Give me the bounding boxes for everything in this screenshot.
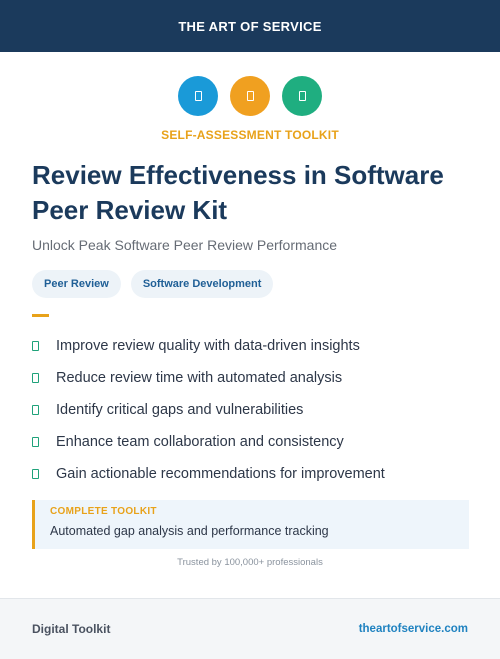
toolkit-callout: COMPLETE TOOLKIT Automated gap analysis … — [32, 500, 469, 549]
accent-divider — [32, 314, 49, 317]
tag-software-development[interactable]: Software Development — [130, 270, 274, 298]
icon-row — [0, 76, 500, 116]
tag-peer-review[interactable]: Peer Review — [32, 270, 121, 298]
benefit-list: Improve review quality with data-driven … — [32, 330, 385, 490]
green-circle-icon — [282, 76, 322, 116]
benefit-text: Identify critical gaps and vulnerabiliti… — [56, 402, 304, 418]
toolkit-label: SELF-ASSESSMENT TOOLKIT — [161, 128, 339, 142]
document-icon — [298, 91, 306, 101]
check-icon — [32, 437, 39, 447]
page-subtitle: Unlock Peak Software Peer Review Perform… — [32, 237, 338, 253]
benefit-text: Enhance team collaboration and consisten… — [56, 434, 344, 450]
orange-circle-icon — [230, 76, 270, 116]
check-icon — [32, 469, 39, 479]
benefit-text: Gain actionable recommendations for impr… — [56, 466, 385, 482]
benefit-text: Reduce review time with automated analys… — [56, 370, 343, 386]
header-bar: THE ART OF SERVICE — [0, 0, 500, 52]
check-icon — [32, 341, 39, 351]
blue-circle-icon — [178, 76, 218, 116]
tag-list: Peer Review Software Development — [32, 270, 274, 298]
footer: Digital Toolkit theartofservice.com — [0, 598, 500, 659]
callout-description: Automated gap analysis and performance t… — [50, 524, 329, 538]
document-icon — [246, 91, 254, 101]
benefit-item: Improve review quality with data-driven … — [32, 330, 385, 362]
benefit-item: Gain actionable recommendations for impr… — [32, 458, 385, 490]
website-link[interactable]: theartofservice.com — [358, 623, 468, 635]
benefit-item: Enhance team collaboration and consisten… — [32, 426, 385, 458]
footer-label: Digital Toolkit — [32, 622, 111, 636]
document-icon — [194, 91, 202, 101]
callout-label: COMPLETE TOOLKIT — [50, 506, 157, 517]
check-icon — [32, 373, 39, 383]
brand-name: THE ART OF SERVICE — [178, 18, 322, 34]
page-title: Review Effectiveness in Software Peer Re… — [32, 160, 444, 225]
benefit-item: Reduce review time with automated analys… — [32, 362, 385, 394]
benefit-item: Identify critical gaps and vulnerabiliti… — [32, 394, 385, 426]
check-icon — [32, 405, 39, 415]
trusted-note: Trusted by 100,000+ professionals — [177, 557, 323, 568]
benefit-text: Improve review quality with data-driven … — [56, 338, 360, 354]
